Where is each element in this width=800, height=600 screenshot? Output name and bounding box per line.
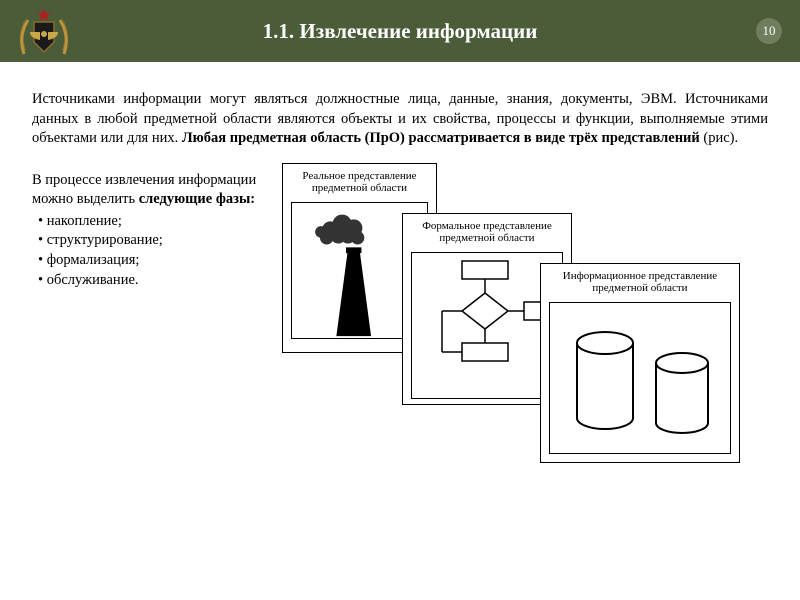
list-item: обслуживание.: [32, 271, 272, 291]
list-item: структурирование;: [32, 231, 272, 251]
card-information-representation: Информационное представление предметной …: [540, 263, 740, 463]
para-text-after: (рис).: [700, 130, 738, 146]
slide-title: 1.1. Извлечение информации: [263, 19, 538, 44]
slide-header: 1.1. Извлечение информации 10: [0, 0, 800, 62]
slide-content: Источниками информации могут являться до…: [0, 62, 800, 491]
card3-title-line1: Информационное представление: [545, 270, 735, 283]
list-item: формализация;: [32, 251, 272, 271]
card1-title-line2: предметной области: [287, 182, 432, 195]
card1-title-line1: Реальное представление: [287, 170, 432, 183]
military-emblem-icon: [12, 4, 76, 68]
page-number-badge: 10: [756, 18, 782, 44]
card2-title-line2: предметной области: [407, 232, 567, 245]
representation-diagram: Реальное представление предметной област…: [282, 171, 768, 491]
phases-intro-bold: следующие фазы:: [139, 191, 255, 207]
main-paragraph: Источниками информации могут являться до…: [32, 90, 768, 149]
para-text-bold: Любая предметная область (ПрО) рассматри…: [182, 130, 700, 146]
phases-block: В процессе извлечения информации можно в…: [32, 171, 282, 491]
phases-list: накопление; структурирование; формализац…: [32, 212, 272, 290]
list-item: накопление;: [32, 212, 272, 232]
card3-title-line2: предметной области: [545, 282, 735, 295]
database-cylinders-icon: [549, 302, 731, 454]
card2-title-line1: Формальное представление: [407, 220, 567, 233]
